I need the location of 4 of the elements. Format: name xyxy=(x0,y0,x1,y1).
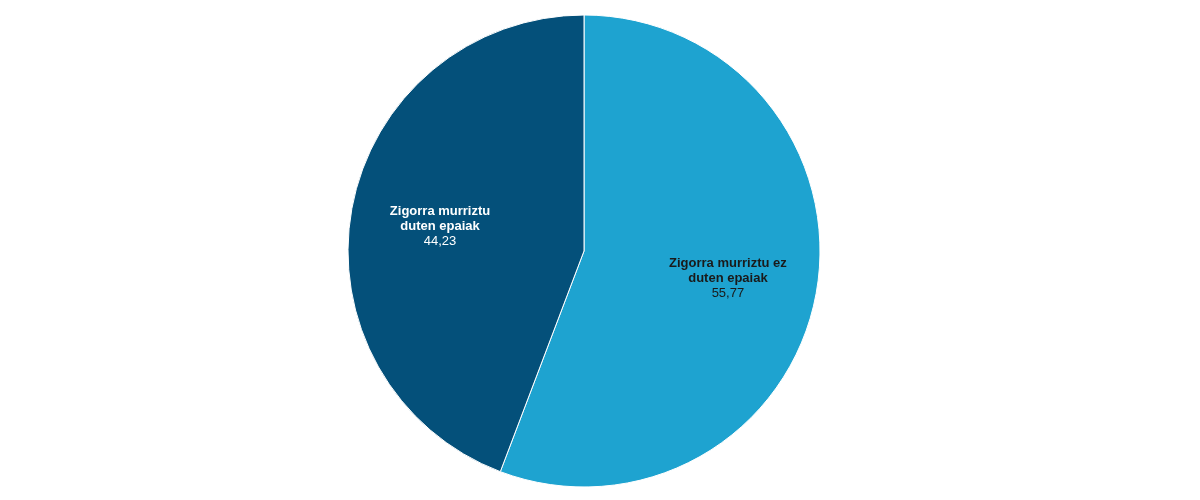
slice-label: Zigorra murriztu ez duten epaiak xyxy=(669,254,788,285)
slice-label: Zigorra murriztu duten epaiak xyxy=(389,202,491,233)
data-label: 44,23 xyxy=(423,232,457,248)
data-label: 55,77 xyxy=(711,284,745,300)
